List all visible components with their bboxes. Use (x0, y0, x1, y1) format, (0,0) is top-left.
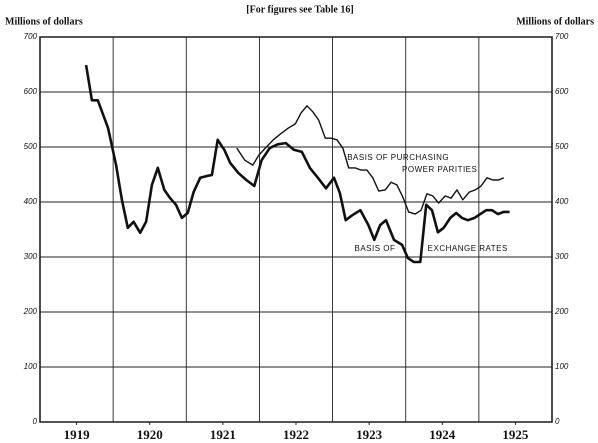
y-tick-label: 300 (24, 252, 38, 261)
x-tick-label: 1925 (502, 427, 529, 442)
y2-axis-label: Millions of dollars (516, 16, 594, 27)
y2-tick-label: 0 (555, 417, 560, 426)
y2-tick-label: 300 (555, 252, 569, 261)
y-tick-label: 500 (24, 142, 38, 151)
y2-tick-label: 400 (555, 197, 569, 206)
x-tick-label: 1922 (283, 427, 309, 442)
annotation: BASIS OF (355, 244, 396, 253)
series-line (84, 64, 510, 264)
annotation: EXCHANGE RATES (428, 244, 508, 253)
y2-tick-label: 700 (555, 32, 569, 41)
annotation: BASIS OF PURCHASING (347, 153, 449, 162)
y-tick-label: 0 (33, 417, 38, 426)
y-axis-label: Millions of dollars (5, 16, 83, 27)
y-tick-label: 700 (24, 32, 38, 41)
y-tick-label: 400 (24, 197, 38, 206)
series-line (236, 105, 504, 215)
y-tick-label: 100 (24, 362, 38, 371)
x-tick-label: 1923 (356, 427, 383, 442)
x-tick-label: 1924 (429, 427, 456, 442)
y-tick-label: 600 (24, 87, 38, 96)
chart-subtitle: [For figures see Table 16] (246, 4, 353, 15)
y2-tick-label: 200 (554, 307, 569, 316)
y2-tick-label: 100 (555, 362, 569, 371)
y2-tick-label: 500 (555, 142, 569, 151)
y-tick-label: 200 (23, 307, 38, 316)
x-tick-label: 1921 (210, 427, 236, 442)
y2-tick-label: 600 (555, 87, 569, 96)
x-tick-label: 1920 (137, 427, 163, 442)
plot-frame (39, 36, 553, 423)
annotation: POWER PARITIES (402, 165, 477, 174)
x-tick-label: 1919 (64, 427, 91, 442)
